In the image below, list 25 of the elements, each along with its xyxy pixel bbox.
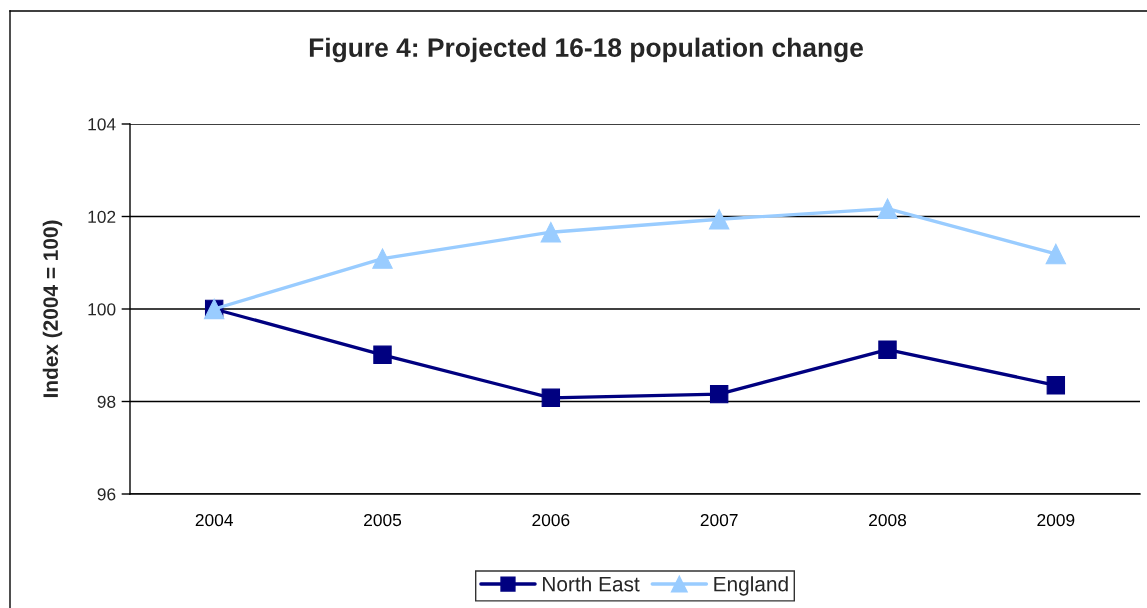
point [878, 340, 897, 359]
legend-label: England [714, 576, 788, 596]
point [1045, 243, 1067, 265]
point [877, 198, 898, 219]
y-tick-label: 104 [88, 118, 116, 131]
y-tick-label: 102 [88, 210, 116, 223]
y-tick-label: 96 [97, 488, 116, 501]
x-tick-label: 2007 [700, 513, 738, 527]
y-axis-title: Index (2004 = 100) [42, 220, 63, 398]
point [1046, 376, 1066, 395]
point [709, 384, 729, 404]
y-tick-label: 100 [88, 303, 116, 316]
x-tick-label: 2009 [1037, 513, 1075, 527]
x-tick-label: 2006 [532, 513, 570, 527]
x-tick-label: 2005 [364, 513, 402, 527]
point [708, 209, 730, 230]
x-tick-label: 2008 [869, 513, 907, 527]
y-tick-label: 98 [97, 395, 116, 408]
x-tick-label: 2004 [195, 513, 233, 527]
point [540, 221, 562, 243]
chart-title: Figure 4: Projected 16-18 population change [309, 37, 863, 63]
legend-label: North East [543, 576, 640, 592]
point [373, 345, 392, 364]
point [372, 248, 393, 269]
point [541, 388, 561, 407]
